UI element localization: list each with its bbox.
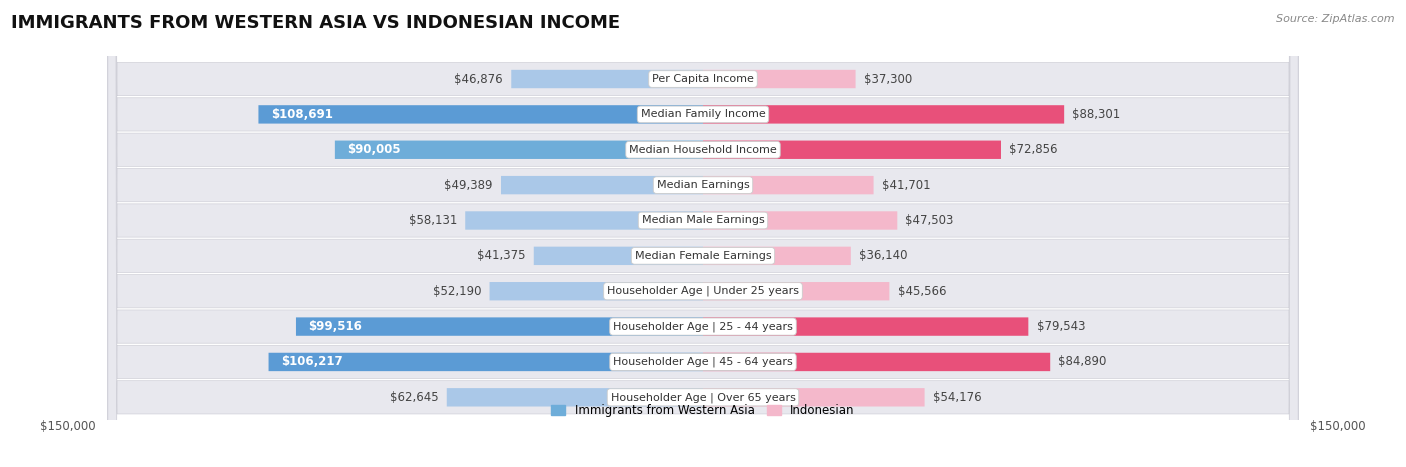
FancyBboxPatch shape xyxy=(108,0,1298,467)
FancyBboxPatch shape xyxy=(465,211,703,230)
Text: Source: ZipAtlas.com: Source: ZipAtlas.com xyxy=(1277,14,1395,24)
FancyBboxPatch shape xyxy=(703,211,897,230)
FancyBboxPatch shape xyxy=(108,0,1298,467)
Text: Median Female Earnings: Median Female Earnings xyxy=(634,251,772,261)
FancyBboxPatch shape xyxy=(108,0,1298,467)
FancyBboxPatch shape xyxy=(512,70,703,88)
Text: $58,131: $58,131 xyxy=(409,214,457,227)
FancyBboxPatch shape xyxy=(703,388,925,406)
FancyBboxPatch shape xyxy=(703,353,1050,371)
Text: $49,389: $49,389 xyxy=(444,178,494,191)
Text: $54,176: $54,176 xyxy=(932,391,981,404)
Text: $106,217: $106,217 xyxy=(281,355,343,368)
Text: $150,000: $150,000 xyxy=(1310,420,1365,433)
FancyBboxPatch shape xyxy=(489,282,703,300)
Text: $72,856: $72,856 xyxy=(1010,143,1057,156)
Text: $99,516: $99,516 xyxy=(308,320,363,333)
FancyBboxPatch shape xyxy=(703,247,851,265)
Text: $52,190: $52,190 xyxy=(433,285,481,298)
FancyBboxPatch shape xyxy=(108,0,1298,467)
Text: $46,876: $46,876 xyxy=(454,72,503,85)
FancyBboxPatch shape xyxy=(335,141,703,159)
FancyBboxPatch shape xyxy=(108,0,1298,467)
Text: Median Family Income: Median Family Income xyxy=(641,109,765,120)
Text: $108,691: $108,691 xyxy=(271,108,333,121)
Text: $150,000: $150,000 xyxy=(41,420,96,433)
Text: $41,375: $41,375 xyxy=(477,249,526,262)
Text: IMMIGRANTS FROM WESTERN ASIA VS INDONESIAN INCOME: IMMIGRANTS FROM WESTERN ASIA VS INDONESI… xyxy=(11,14,620,32)
FancyBboxPatch shape xyxy=(703,318,1028,336)
FancyBboxPatch shape xyxy=(501,176,703,194)
Text: Householder Age | Over 65 years: Householder Age | Over 65 years xyxy=(610,392,796,403)
FancyBboxPatch shape xyxy=(703,282,890,300)
FancyBboxPatch shape xyxy=(259,105,703,124)
FancyBboxPatch shape xyxy=(108,0,1298,467)
Text: Median Earnings: Median Earnings xyxy=(657,180,749,190)
Text: $79,543: $79,543 xyxy=(1036,320,1085,333)
Text: Median Household Income: Median Household Income xyxy=(628,145,778,155)
FancyBboxPatch shape xyxy=(269,353,703,371)
FancyBboxPatch shape xyxy=(534,247,703,265)
Text: $62,645: $62,645 xyxy=(389,391,439,404)
Text: Householder Age | Under 25 years: Householder Age | Under 25 years xyxy=(607,286,799,297)
FancyBboxPatch shape xyxy=(703,105,1064,124)
FancyBboxPatch shape xyxy=(447,388,703,406)
Legend: Immigrants from Western Asia, Indonesian: Immigrants from Western Asia, Indonesian xyxy=(547,399,859,422)
FancyBboxPatch shape xyxy=(295,318,703,336)
Text: $41,701: $41,701 xyxy=(882,178,931,191)
FancyBboxPatch shape xyxy=(108,0,1298,467)
Text: Per Capita Income: Per Capita Income xyxy=(652,74,754,84)
FancyBboxPatch shape xyxy=(108,0,1298,467)
Text: Median Male Earnings: Median Male Earnings xyxy=(641,215,765,226)
Text: $88,301: $88,301 xyxy=(1073,108,1121,121)
Text: $36,140: $36,140 xyxy=(859,249,907,262)
FancyBboxPatch shape xyxy=(108,0,1298,467)
Text: Householder Age | 25 - 44 years: Householder Age | 25 - 44 years xyxy=(613,321,793,332)
Text: $84,890: $84,890 xyxy=(1059,355,1107,368)
FancyBboxPatch shape xyxy=(703,176,873,194)
Text: $47,503: $47,503 xyxy=(905,214,953,227)
FancyBboxPatch shape xyxy=(703,141,1001,159)
Text: $45,566: $45,566 xyxy=(897,285,946,298)
Text: $37,300: $37,300 xyxy=(863,72,912,85)
Text: Householder Age | 45 - 64 years: Householder Age | 45 - 64 years xyxy=(613,357,793,367)
FancyBboxPatch shape xyxy=(703,70,856,88)
Text: $90,005: $90,005 xyxy=(347,143,401,156)
FancyBboxPatch shape xyxy=(108,0,1298,467)
